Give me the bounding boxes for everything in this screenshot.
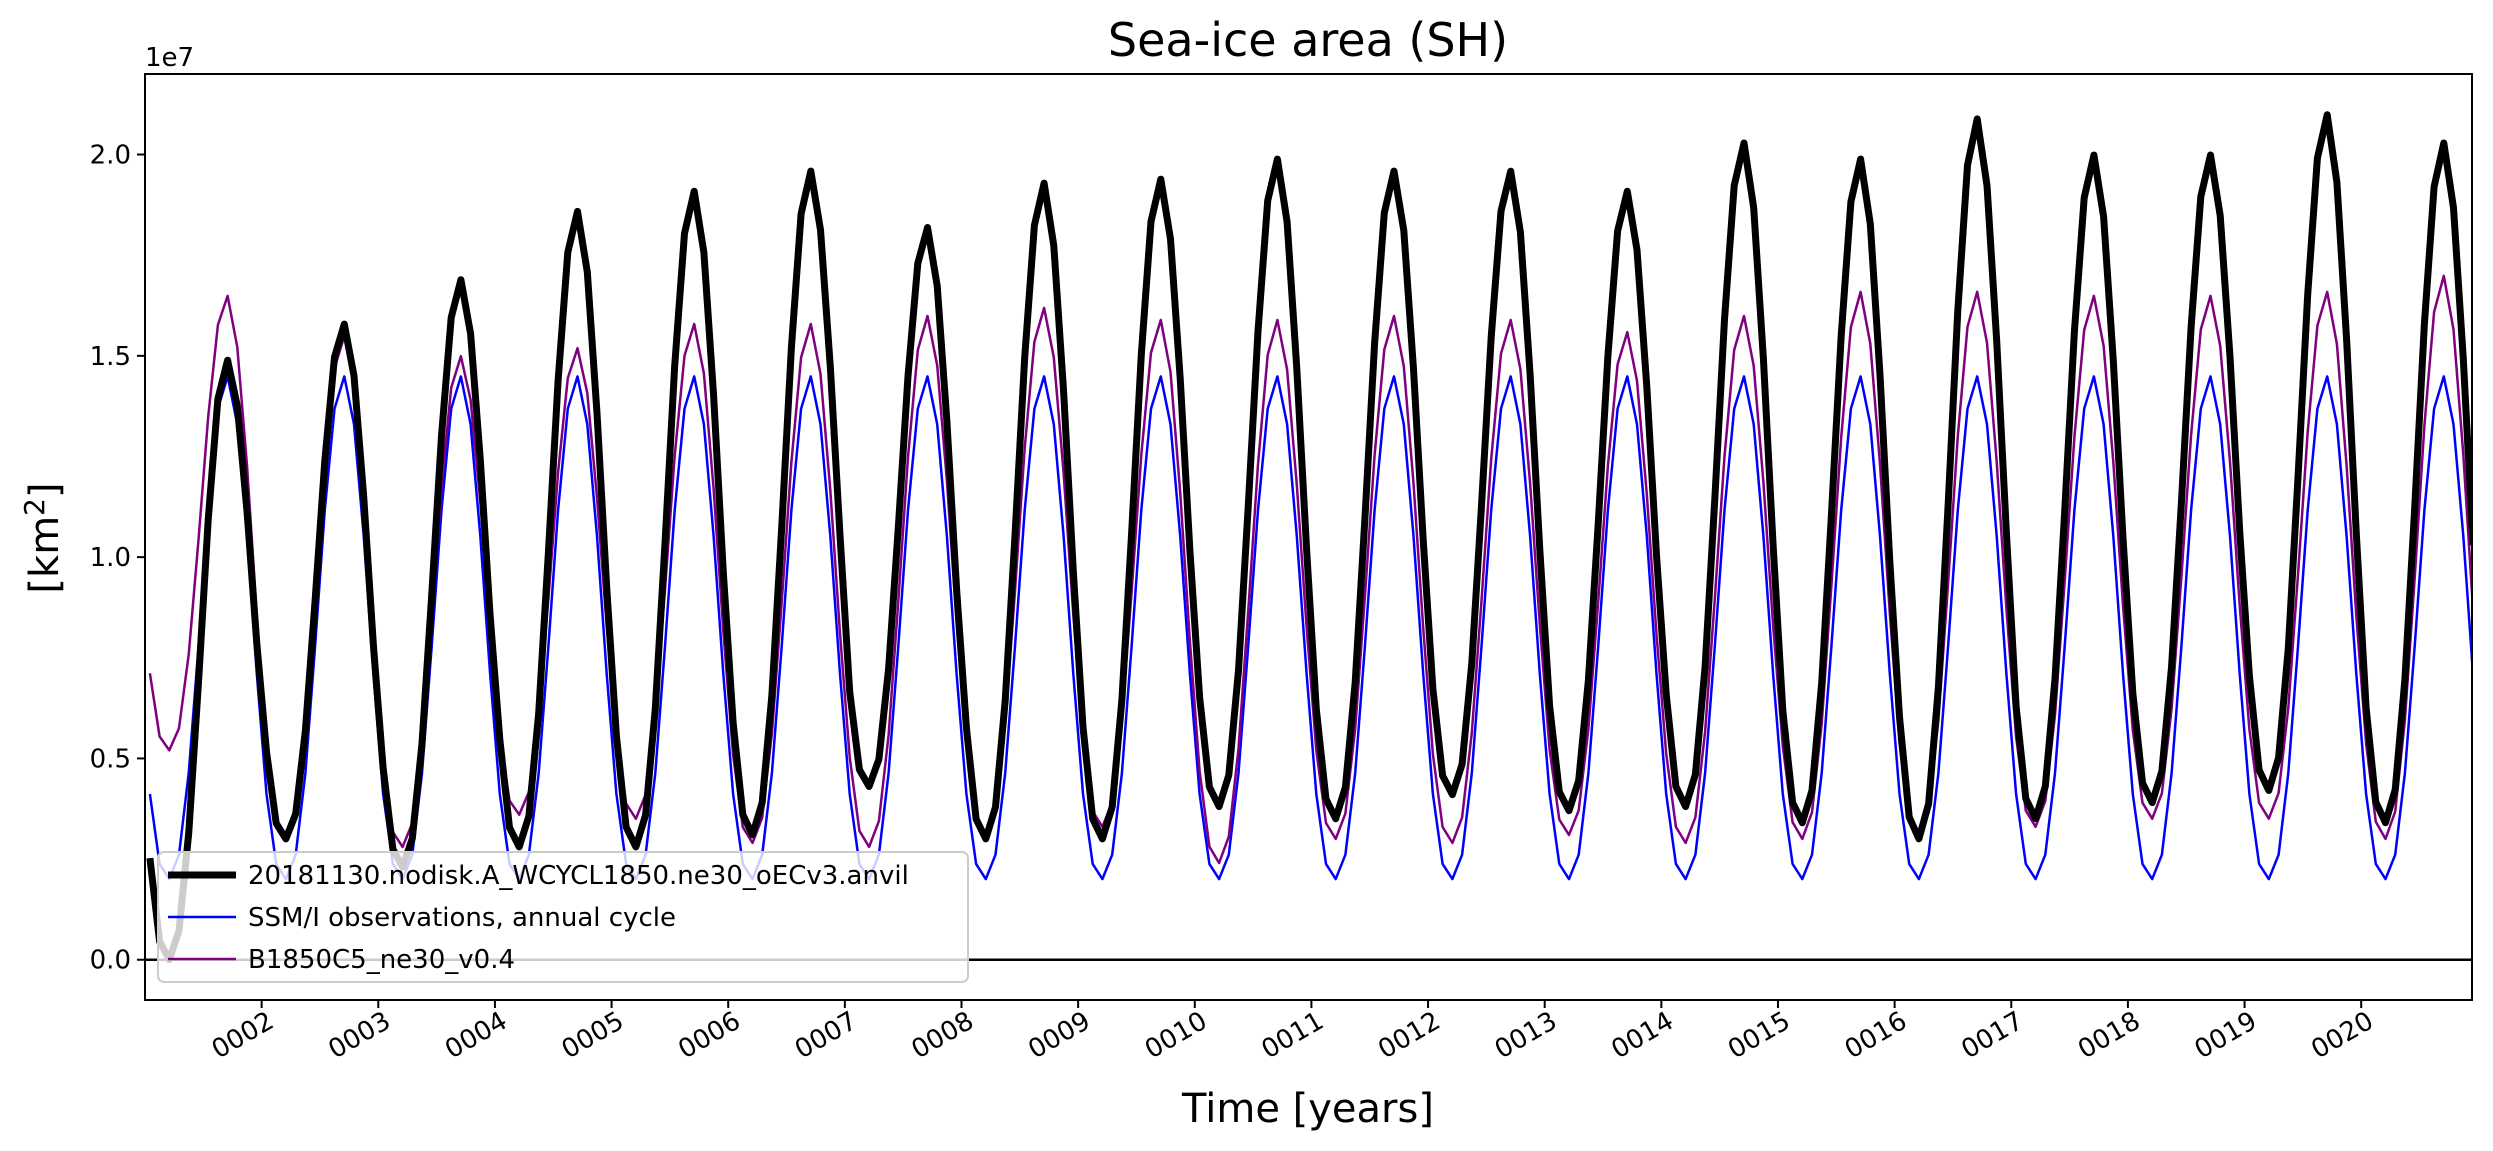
y-axis-label: [km2] bbox=[18, 482, 68, 593]
y-tick-label: 1.5 bbox=[90, 342, 131, 372]
series-line bbox=[146, 111, 2472, 964]
y-tick-label: 0.5 bbox=[90, 744, 131, 774]
series-layer bbox=[146, 111, 2472, 964]
x-axis-ticks: 0002 0003 0004 0005 0006 0007 0008 0009 0010 0011… bbox=[207, 1000, 2379, 1065]
x-tick-label: 0012 bbox=[1373, 1006, 1445, 1065]
x-tick-label: 0020 bbox=[2306, 1006, 2378, 1065]
chart-title: Sea-ice area (SH) bbox=[1108, 13, 1508, 67]
x-tick-label: 0006 bbox=[673, 1006, 745, 1065]
x-tick-label: 0013 bbox=[1490, 1006, 1562, 1065]
y-tick-label: 0.0 bbox=[90, 946, 131, 976]
x-tick-label: 0003 bbox=[323, 1006, 395, 1065]
y-axis-ticks: 0.0 0.5 1.0 1.5 2.0 bbox=[90, 141, 145, 976]
x-tick-label: 0009 bbox=[1023, 1006, 1095, 1065]
legend-entry-label: SSM/I observations, annual cycle bbox=[248, 903, 676, 933]
legend-entry-label: 20181130.nodisk.A_WCYCL1850.ne30_oECv3.a… bbox=[248, 861, 909, 891]
x-tick-label: 0016 bbox=[1840, 1006, 1912, 1065]
x-tick-label: 0007 bbox=[790, 1006, 862, 1065]
x-tick-label: 0014 bbox=[1607, 1006, 1679, 1065]
legend-entry-label: B1850C5_ne30_v0.4 bbox=[248, 945, 515, 975]
x-tick-label: 0015 bbox=[1723, 1006, 1795, 1065]
series-line bbox=[148, 375, 2472, 881]
x-axis-label: Time [years] bbox=[1181, 1086, 1434, 1132]
x-tick-label: 0004 bbox=[440, 1006, 512, 1065]
x-tick-label: 0018 bbox=[2073, 1006, 2145, 1065]
x-tick-label: 0008 bbox=[907, 1006, 979, 1065]
x-tick-label: 0005 bbox=[557, 1006, 629, 1065]
y-offset-label: 1e7 bbox=[145, 43, 194, 73]
y-tick-label: 2.0 bbox=[90, 141, 131, 171]
legend: 20181130.nodisk.A_WCYCL1850.ne30_oECv3.a… bbox=[157, 851, 969, 983]
x-tick-label: 0017 bbox=[1956, 1006, 2028, 1065]
x-tick-label: 0019 bbox=[2190, 1006, 2262, 1065]
x-tick-label: 0011 bbox=[1257, 1006, 1329, 1065]
legend-box bbox=[157, 851, 969, 983]
axes-frame bbox=[144, 73, 2473, 1001]
x-tick-label: 0002 bbox=[207, 1006, 279, 1065]
x-tick-label: 0010 bbox=[1140, 1006, 1212, 1065]
y-tick-label: 1.0 bbox=[90, 543, 131, 573]
